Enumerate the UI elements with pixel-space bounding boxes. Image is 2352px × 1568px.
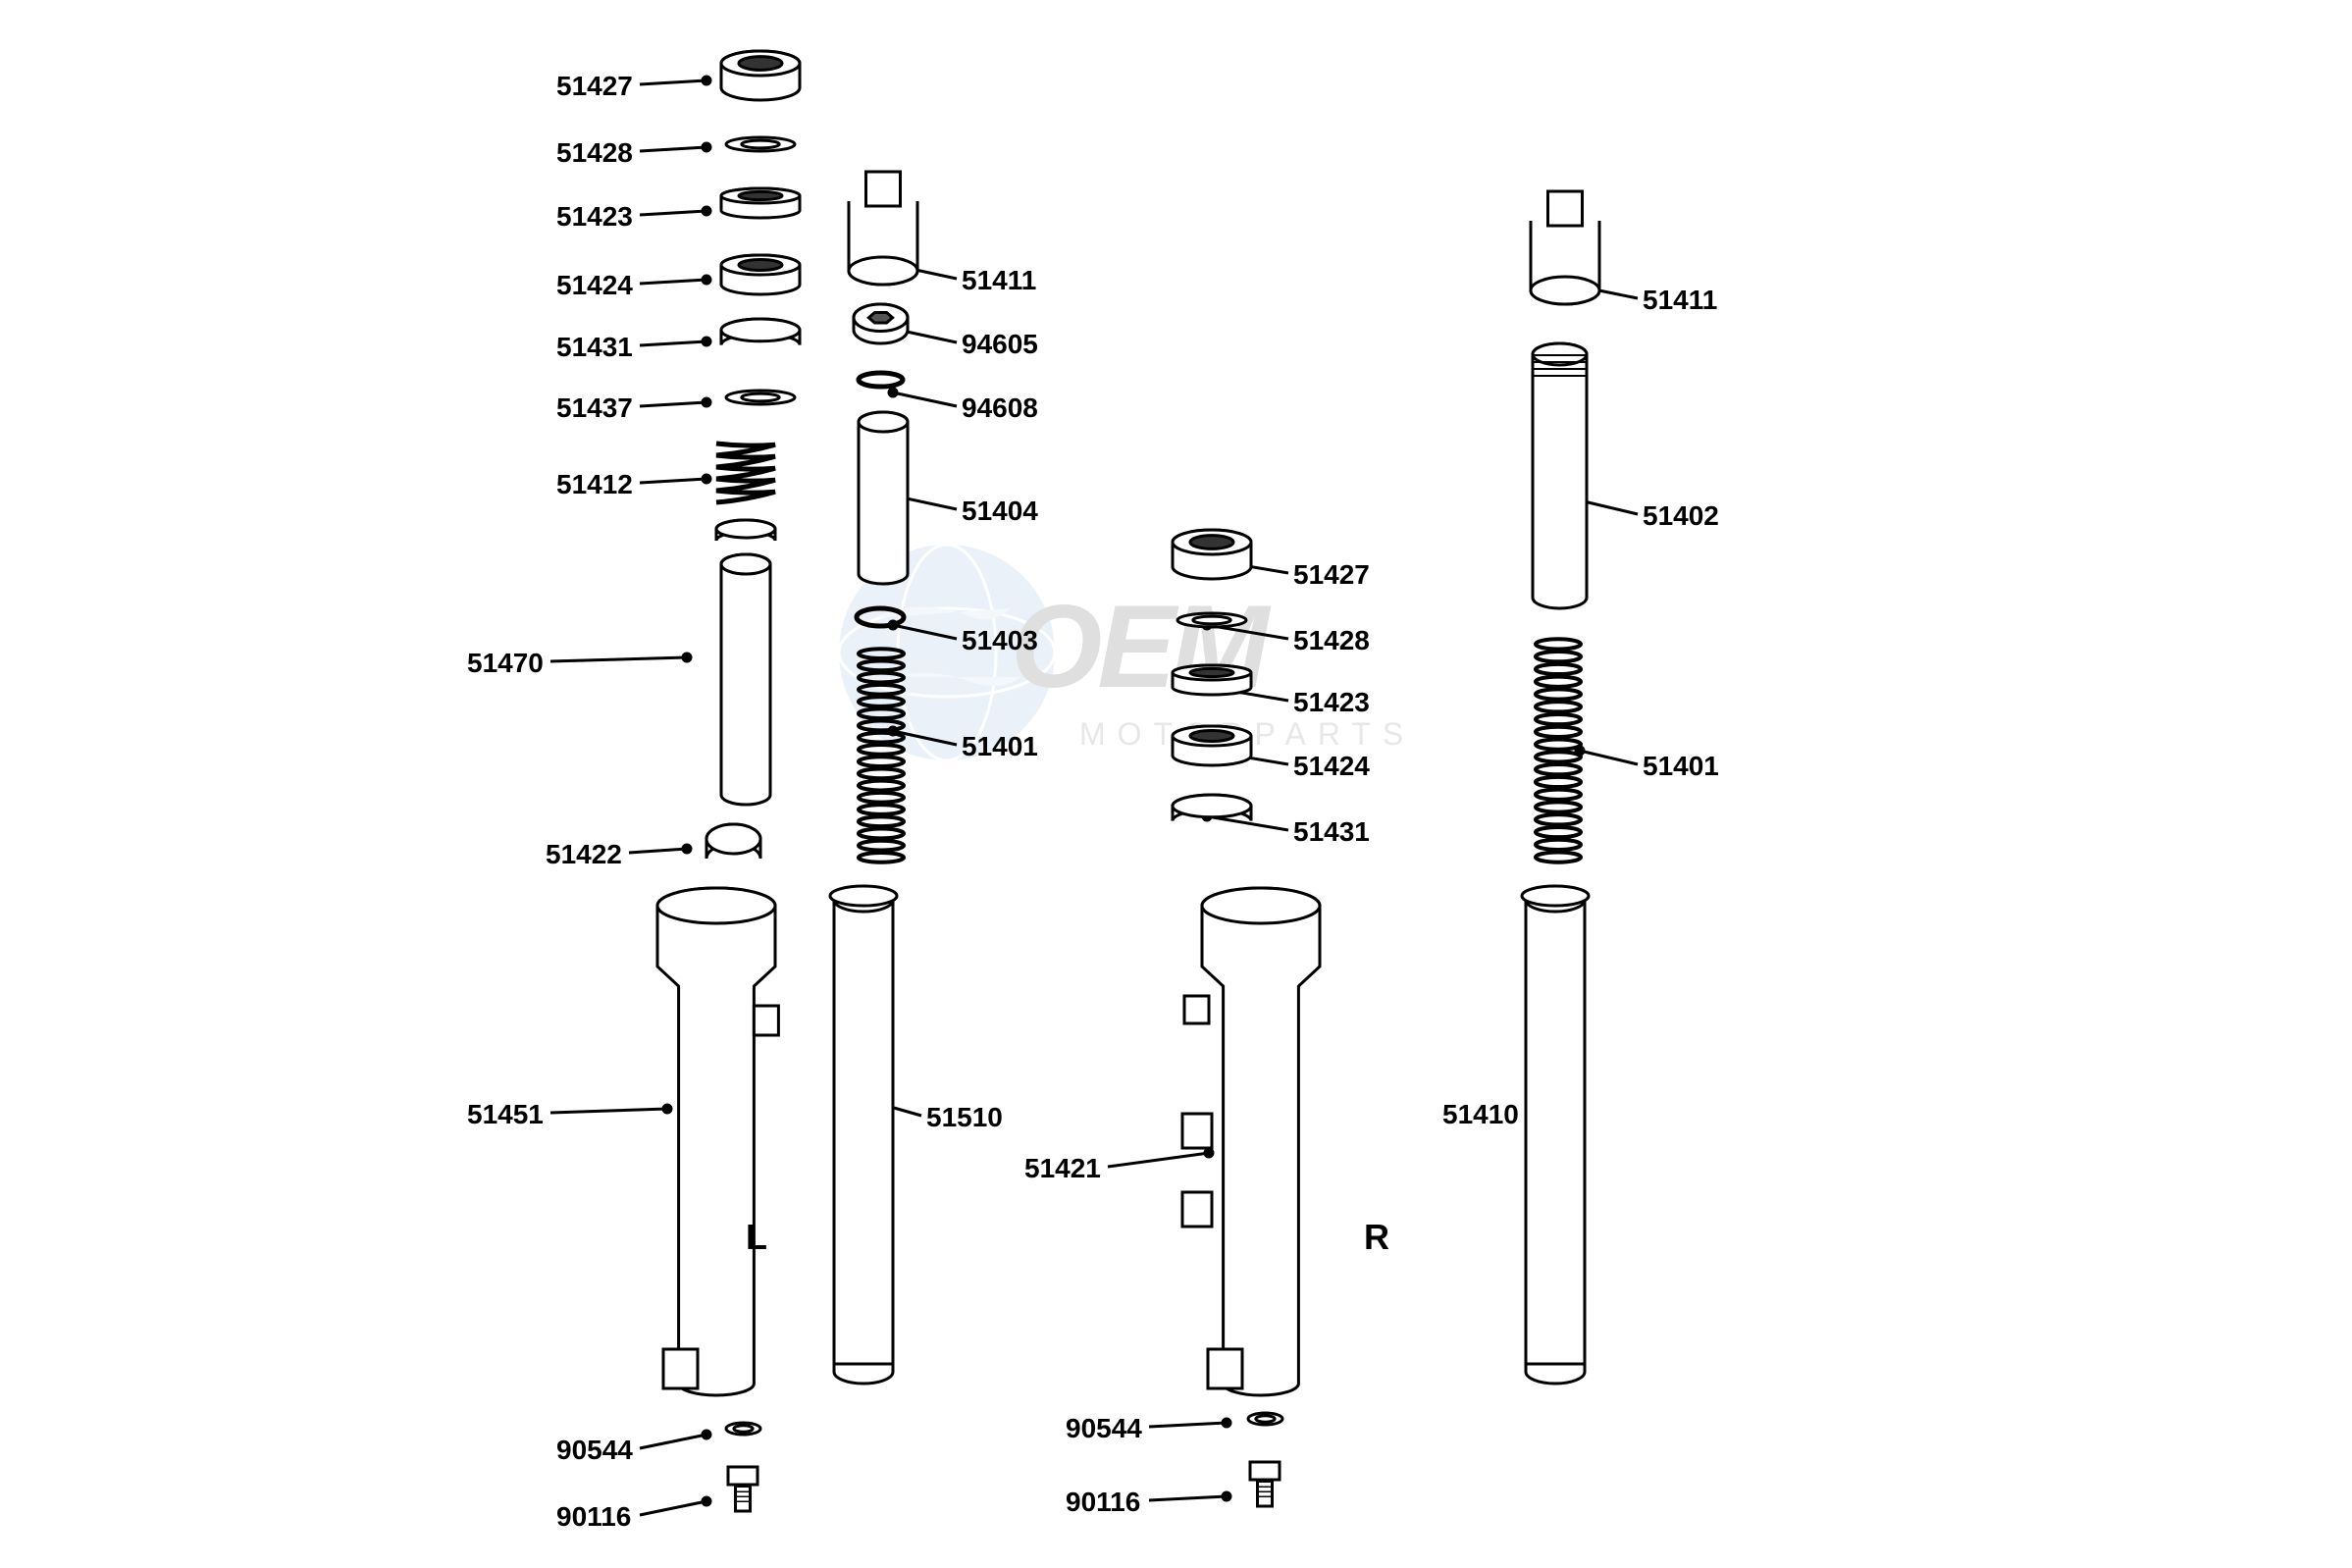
part-label-51423_R: 51423	[1293, 687, 1370, 718]
exploded-diagram: OEM MOTORPARTS 5142751428514235142451431…	[0, 0, 2352, 1568]
part-label-51451: 51451	[467, 1099, 544, 1130]
part-seal-thick	[721, 255, 800, 294]
part-cup	[1173, 795, 1251, 821]
part-seal-thick	[1173, 726, 1251, 765]
side-label-R: R	[1364, 1217, 1389, 1258]
part-flat-ring	[726, 391, 795, 404]
part-washer	[726, 1423, 760, 1435]
part-cup-tall	[1531, 191, 1599, 304]
part-label-90544_R: 90544	[1066, 1413, 1142, 1444]
part-label-51403: 51403	[962, 625, 1038, 656]
part-tube	[859, 412, 908, 584]
part-flat-ring	[726, 137, 795, 151]
part-spring-short	[716, 444, 775, 502]
part-tube-long	[1522, 886, 1589, 1384]
part-o-ring	[857, 608, 904, 626]
part-seal	[1173, 665, 1251, 695]
part-collar	[706, 824, 760, 859]
part-label-51427_R: 51427	[1293, 559, 1370, 591]
part-label-51423: 51423	[556, 201, 633, 233]
part-spring-long	[859, 649, 904, 862]
part-cup-tall	[849, 172, 917, 285]
part-cup	[721, 319, 800, 345]
part-label-51427: 51427	[556, 71, 633, 102]
part-o-ring	[859, 373, 903, 387]
part-label-51470: 51470	[467, 648, 544, 679]
part-label-51410: 51410	[1442, 1099, 1519, 1130]
diagram-svg	[0, 0, 2352, 1568]
part-label-94608: 94608	[962, 392, 1038, 424]
part-label-51412: 51412	[556, 469, 633, 500]
part-spring-long	[1536, 639, 1581, 862]
part-label-90116_R: 90116	[1066, 1487, 1140, 1518]
part-label-51428: 51428	[556, 137, 633, 169]
part-label-90116_L: 90116	[556, 1501, 631, 1533]
part-tube	[721, 554, 770, 805]
part-bolt	[1250, 1462, 1280, 1506]
part-bolt	[728, 1467, 758, 1511]
part-label-94605: 94605	[962, 329, 1038, 360]
part-label-51401_R: 51401	[1643, 751, 1719, 782]
side-label-L: L	[746, 1217, 767, 1258]
part-fork-leg-L	[657, 888, 778, 1395]
part-fork-leg-R	[1182, 888, 1320, 1395]
part-washer	[1248, 1413, 1282, 1425]
part-label-51424_R: 51424	[1293, 751, 1370, 782]
part-label-51431_R: 51431	[1293, 816, 1370, 848]
part-label-51431: 51431	[556, 332, 633, 363]
part-cap-small	[716, 520, 775, 541]
part-label-51421: 51421	[1024, 1153, 1101, 1184]
part-tube-thread	[1533, 343, 1587, 608]
part-label-90544_L: 90544	[556, 1435, 633, 1466]
part-label-51424: 51424	[556, 270, 633, 301]
part-label-51402: 51402	[1643, 500, 1719, 532]
part-label-51510: 51510	[926, 1102, 1003, 1133]
part-label-51437: 51437	[556, 392, 633, 424]
part-label-51401_L: 51401	[962, 731, 1038, 762]
part-label-51411_R: 51411	[1643, 285, 1717, 316]
part-cap-ring	[1173, 530, 1251, 579]
part-cap-ring	[721, 51, 800, 100]
part-plug	[854, 304, 908, 343]
part-label-51422: 51422	[546, 839, 622, 870]
part-flat-ring	[1177, 613, 1246, 627]
part-tube-long	[830, 886, 897, 1384]
part-label-51411_L: 51411	[962, 265, 1036, 296]
part-seal	[721, 188, 800, 218]
part-label-51428_R: 51428	[1293, 625, 1370, 656]
part-label-51404: 51404	[962, 496, 1038, 527]
